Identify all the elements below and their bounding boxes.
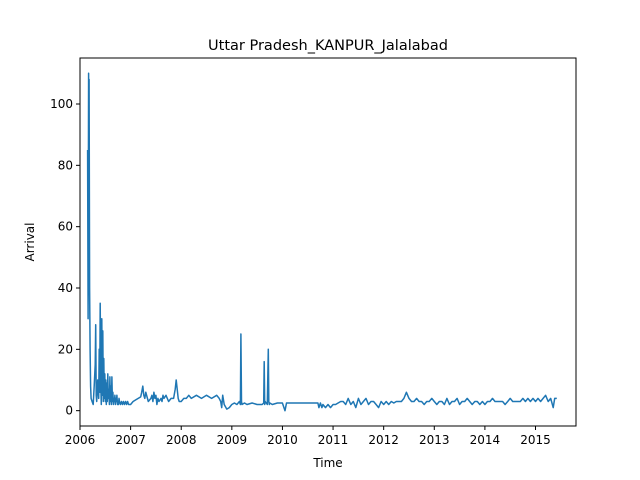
x-tick-label: 2006 [65,433,96,447]
x-tick-label: 2012 [368,433,399,447]
y-axis-label: Arrival [23,223,37,262]
y-tick-label: 40 [58,281,73,295]
y-tick-label: 0 [65,404,73,418]
chart-title: Uttar Pradesh_KANPUR_Jalalabad [208,38,448,54]
series-line-arrival [86,72,557,412]
plot-area [86,72,557,412]
x-tick-label: 2013 [419,433,450,447]
y-tick-label: 100 [50,97,73,111]
x-tick-label: 2009 [217,433,248,447]
x-axis-label: Time [312,456,342,470]
x-tick-label: 2011 [318,433,349,447]
x-tick-label: 2010 [267,433,298,447]
x-tick-label: 2015 [520,433,551,447]
y-tick-label: 80 [58,158,73,172]
x-tick-label: 2008 [166,433,197,447]
x-tick-label: 2007 [115,433,146,447]
y-tick-label: 60 [58,220,73,234]
x-tick-label: 2014 [470,433,501,447]
x-axis: 2006 2007 2008 2009 2010 2011 2012 2013 2014 2015 [65,426,551,447]
y-tick-label: 20 [58,342,73,356]
y-axis: 0 20 40 60 80 100 [50,97,80,418]
plot-frame [79,57,577,427]
